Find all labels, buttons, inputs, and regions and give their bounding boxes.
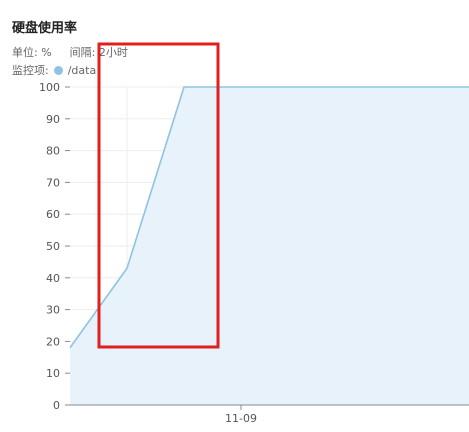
x-tick-label: 11-09 (225, 412, 257, 425)
unit-label: 单位: % (12, 46, 52, 59)
series-area-data (70, 87, 469, 405)
y-tick-label: 80 (46, 145, 60, 158)
y-tick-label: 40 (46, 272, 60, 285)
legend-dot-icon (53, 65, 63, 75)
y-tick-label: 10 (46, 367, 60, 380)
series-line-data (69, 86, 469, 349)
y-tick-label: 20 (46, 335, 60, 348)
y-tick-label: 50 (46, 240, 60, 253)
y-tick-label: 100 (39, 81, 60, 94)
y-tick-label: 0 (53, 399, 60, 412)
y-tick-label: 70 (46, 176, 60, 189)
legend-series-name[interactable]: /data (67, 63, 97, 77)
legend-row: 监控项: /data (12, 62, 96, 78)
y-tick-label: 30 (46, 304, 60, 317)
y-tick-label: 60 (46, 208, 60, 221)
highlight-box (97, 42, 220, 349)
y-tick-label: 90 (46, 113, 60, 126)
monitor-label: 监控项: (12, 64, 49, 77)
chart-title: 硬盘使用率 (12, 21, 78, 36)
